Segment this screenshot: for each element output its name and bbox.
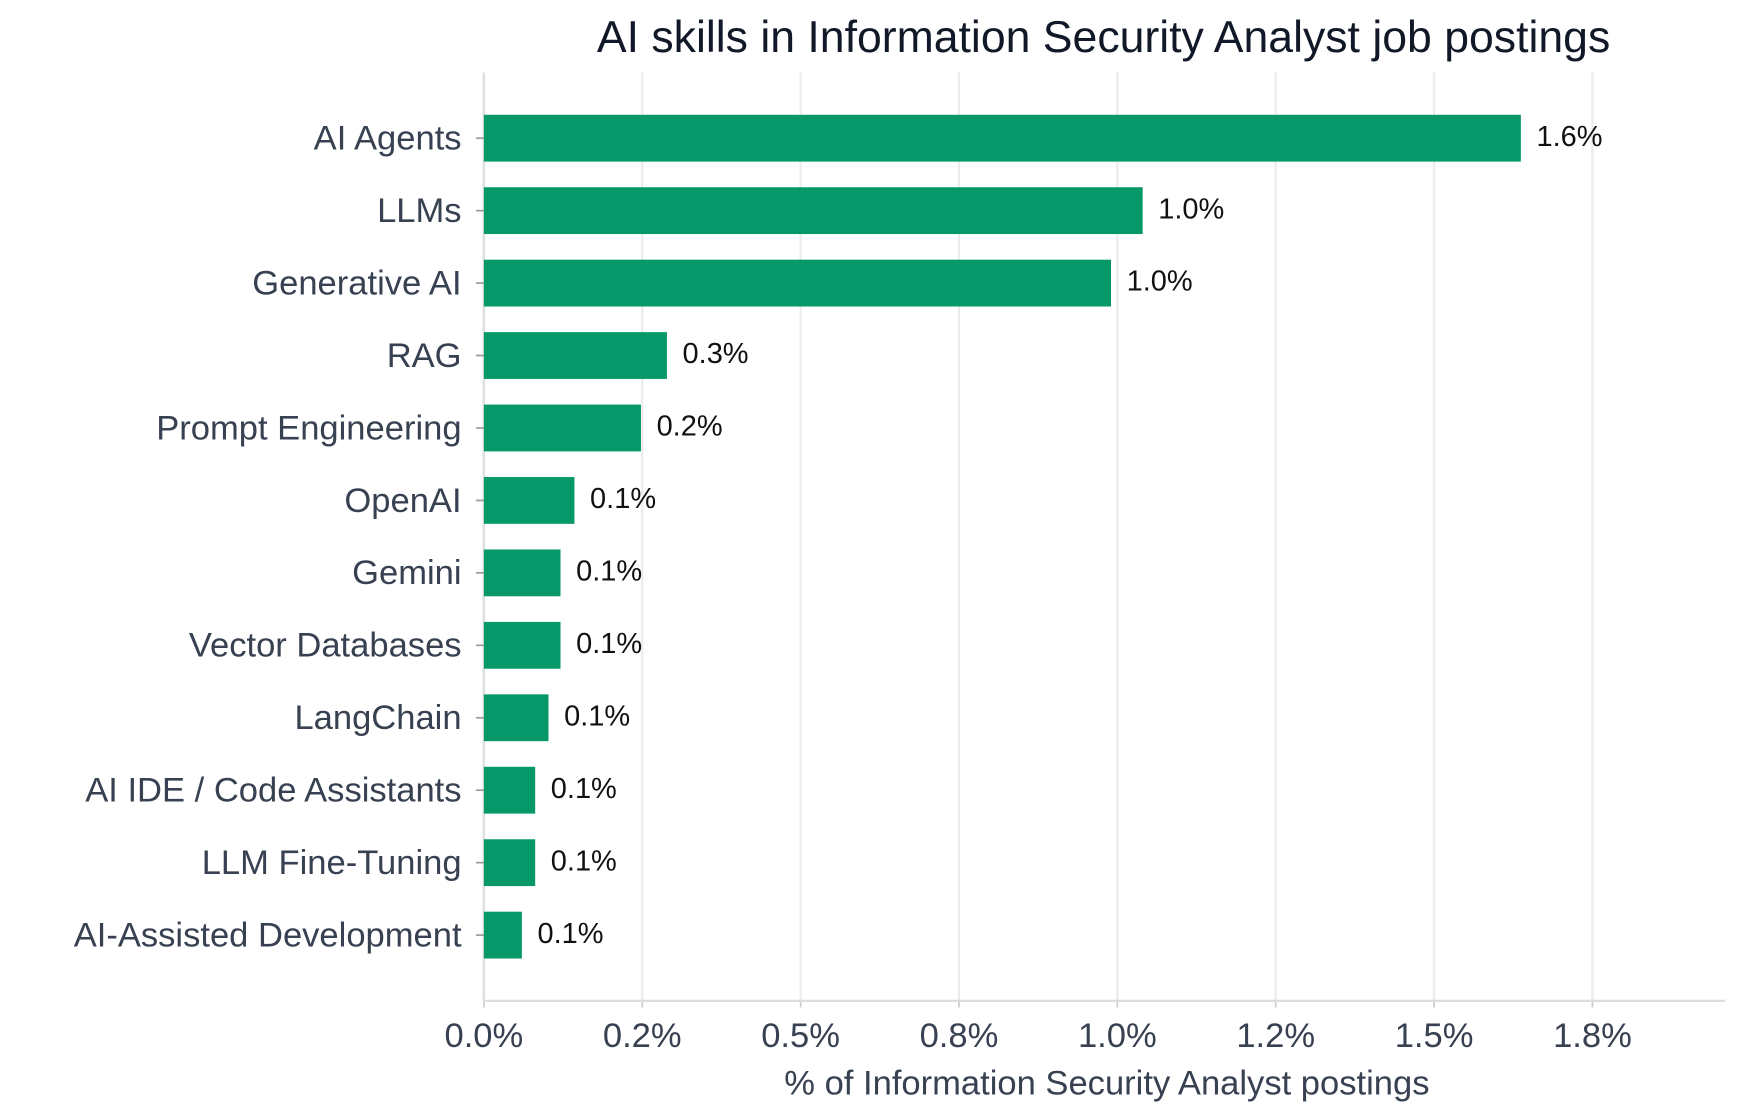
value-label: 0.1% bbox=[551, 773, 617, 805]
y-tick-label: Vector Databases bbox=[189, 627, 462, 665]
x-tick-label: 1.5% bbox=[1395, 1017, 1474, 1055]
y-tick-label: AI-Assisted Development bbox=[74, 916, 462, 954]
bar bbox=[483, 549, 561, 597]
y-tick-label: RAG bbox=[387, 337, 462, 375]
value-label: 1.0% bbox=[1127, 266, 1193, 298]
x-tick-label: 0.0% bbox=[444, 1017, 523, 1055]
bar bbox=[483, 477, 575, 524]
x-tick-label: 1.2% bbox=[1236, 1017, 1315, 1055]
value-label: 0.1% bbox=[564, 700, 630, 732]
bar bbox=[483, 259, 1112, 307]
y-tick-label: OpenAI bbox=[344, 482, 461, 520]
x-tick-label: 0.5% bbox=[761, 1017, 840, 1055]
x-tick-label: 0.2% bbox=[603, 1017, 682, 1055]
bar bbox=[483, 694, 549, 742]
bar bbox=[483, 839, 536, 887]
y-tick-label: LLM Fine-Tuning bbox=[202, 844, 462, 882]
bar bbox=[483, 332, 667, 379]
value-label: 0.2% bbox=[657, 411, 723, 443]
x-tick-label: 0.8% bbox=[920, 1017, 999, 1055]
bar bbox=[483, 621, 561, 669]
y-tick-label: Gemini bbox=[352, 554, 461, 592]
value-label: 1.0% bbox=[1158, 193, 1224, 225]
bar bbox=[483, 114, 1521, 162]
value-label: 0.1% bbox=[537, 918, 603, 950]
value-label: 0.1% bbox=[590, 483, 656, 515]
y-tick-label: AI Agents bbox=[314, 120, 462, 158]
bar bbox=[483, 404, 641, 452]
value-label: 1.6% bbox=[1536, 121, 1602, 153]
value-label: 0.1% bbox=[576, 556, 642, 588]
value-label: 0.3% bbox=[683, 338, 749, 370]
y-tick-label: LLMs bbox=[377, 192, 461, 230]
y-tick-label: Prompt Engineering bbox=[156, 409, 461, 447]
value-label: 0.1% bbox=[551, 845, 617, 877]
bar bbox=[483, 187, 1143, 235]
x-tick-label: 1.8% bbox=[1553, 1017, 1632, 1055]
chart-title: AI skills in Information Security Analys… bbox=[597, 13, 1610, 62]
bar bbox=[483, 766, 536, 814]
bar bbox=[483, 911, 522, 959]
value-label: 0.1% bbox=[576, 628, 642, 660]
x-tick-label: 1.0% bbox=[1078, 1017, 1157, 1055]
y-tick-label: LangChain bbox=[294, 699, 461, 737]
y-tick-label: AI IDE / Code Assistants bbox=[85, 772, 461, 810]
x-axis-label: % of Information Security Analyst postin… bbox=[784, 1065, 1429, 1103]
y-tick-label: Generative AI bbox=[252, 264, 461, 302]
